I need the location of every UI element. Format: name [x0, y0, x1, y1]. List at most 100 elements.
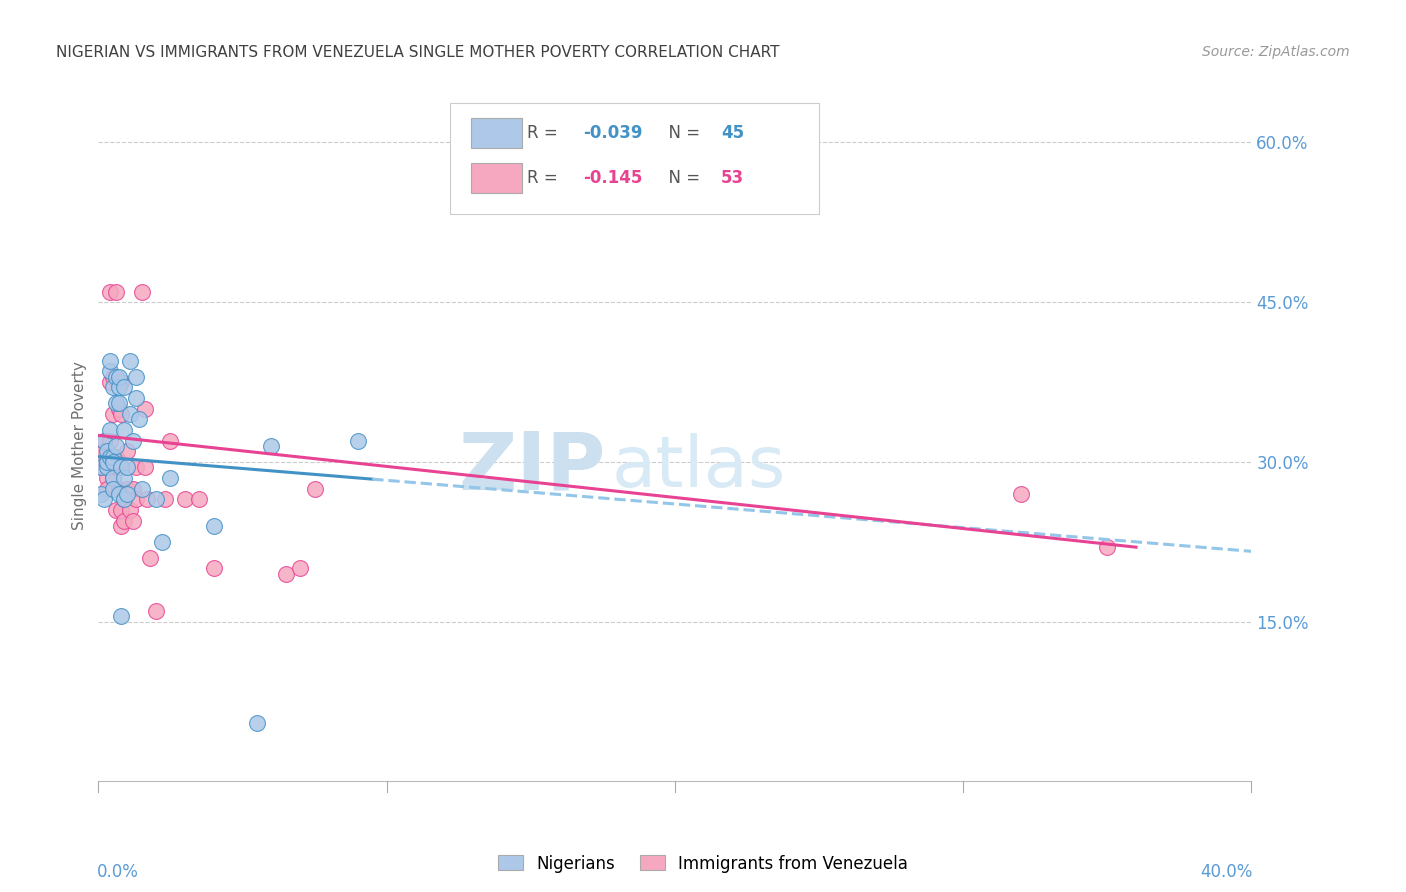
Point [112, 492, 135, 507]
Point [96, 455, 118, 469]
Point [90, 460, 112, 475]
Point [101, 482, 124, 496]
Point [134, 460, 156, 475]
Point [107, 380, 129, 394]
Point [104, 460, 127, 475]
Point [98, 450, 121, 464]
Text: atlas: atlas [612, 433, 786, 502]
Point [107, 460, 129, 475]
Point [107, 482, 129, 496]
Point [93, 434, 115, 448]
Point [110, 519, 132, 533]
Point [96, 444, 118, 458]
Point [98, 460, 121, 475]
Point [107, 401, 129, 416]
Point [125, 391, 148, 405]
Point [274, 566, 297, 581]
Point [101, 380, 124, 394]
Point [101, 369, 124, 384]
Point [1010, 487, 1032, 501]
Point [110, 609, 132, 624]
Point [98, 285, 121, 299]
Point [101, 471, 124, 485]
Point [107, 396, 129, 410]
Point [159, 471, 181, 485]
Point [1097, 540, 1119, 554]
Point [188, 492, 211, 507]
Point [107, 455, 129, 469]
Point [110, 503, 132, 517]
Point [98, 434, 121, 448]
Point [202, 519, 225, 533]
Point [112, 492, 135, 507]
Point [90, 487, 112, 501]
Point [290, 561, 312, 575]
Text: NIGERIAN VS IMMIGRANTS FROM VENEZUELA SINGLE MOTHER POVERTY CORRELATION CHART: NIGERIAN VS IMMIGRANTS FROM VENEZUELA SI… [56, 45, 780, 60]
Point [139, 550, 162, 565]
Point [153, 492, 176, 507]
Point [104, 369, 127, 384]
Point [104, 396, 127, 410]
Text: R =: R = [527, 124, 564, 142]
Point [117, 482, 139, 496]
Point [110, 407, 132, 421]
FancyBboxPatch shape [471, 162, 522, 193]
Point [150, 534, 173, 549]
Text: 45: 45 [721, 124, 744, 142]
Point [112, 380, 135, 394]
Text: ZIP: ZIP [458, 428, 606, 507]
Point [174, 492, 197, 507]
Point [117, 444, 139, 458]
Point [101, 455, 124, 469]
FancyBboxPatch shape [471, 118, 522, 148]
Point [120, 353, 142, 368]
Point [145, 492, 167, 507]
Text: 53: 53 [721, 169, 744, 187]
Point [159, 434, 181, 448]
Point [112, 514, 135, 528]
Point [122, 434, 145, 448]
Point [96, 482, 118, 496]
Point [112, 471, 135, 485]
Point [101, 455, 124, 469]
Point [122, 482, 145, 496]
Point [101, 471, 124, 485]
Text: 40.0%: 40.0% [1201, 863, 1253, 881]
Point [304, 482, 326, 496]
Text: N =: N = [658, 169, 704, 187]
Y-axis label: Single Mother Poverty: Single Mother Poverty [72, 361, 87, 531]
Point [125, 492, 148, 507]
Point [93, 492, 115, 507]
Text: -0.145: -0.145 [582, 169, 643, 187]
Point [96, 460, 118, 475]
Point [117, 460, 139, 475]
Point [134, 401, 156, 416]
Text: 0.0%: 0.0% [97, 863, 139, 881]
Point [90, 450, 112, 464]
Point [117, 487, 139, 501]
Point [98, 375, 121, 389]
Point [104, 439, 127, 453]
Point [98, 364, 121, 378]
Point [104, 503, 127, 517]
Point [110, 375, 132, 389]
Point [98, 423, 121, 437]
Point [202, 561, 225, 575]
Point [98, 353, 121, 368]
Text: -0.039: -0.039 [582, 124, 643, 142]
Point [122, 514, 145, 528]
Point [93, 444, 115, 458]
Point [128, 412, 150, 426]
Point [136, 492, 159, 507]
Point [101, 450, 124, 464]
Point [125, 460, 148, 475]
Point [246, 715, 269, 730]
Legend: Nigerians, Immigrants from Venezuela: Nigerians, Immigrants from Venezuela [491, 848, 915, 880]
Point [112, 423, 135, 437]
Point [120, 503, 142, 517]
Point [110, 460, 132, 475]
Point [107, 369, 129, 384]
Point [101, 407, 124, 421]
Point [96, 455, 118, 469]
Point [104, 285, 127, 299]
